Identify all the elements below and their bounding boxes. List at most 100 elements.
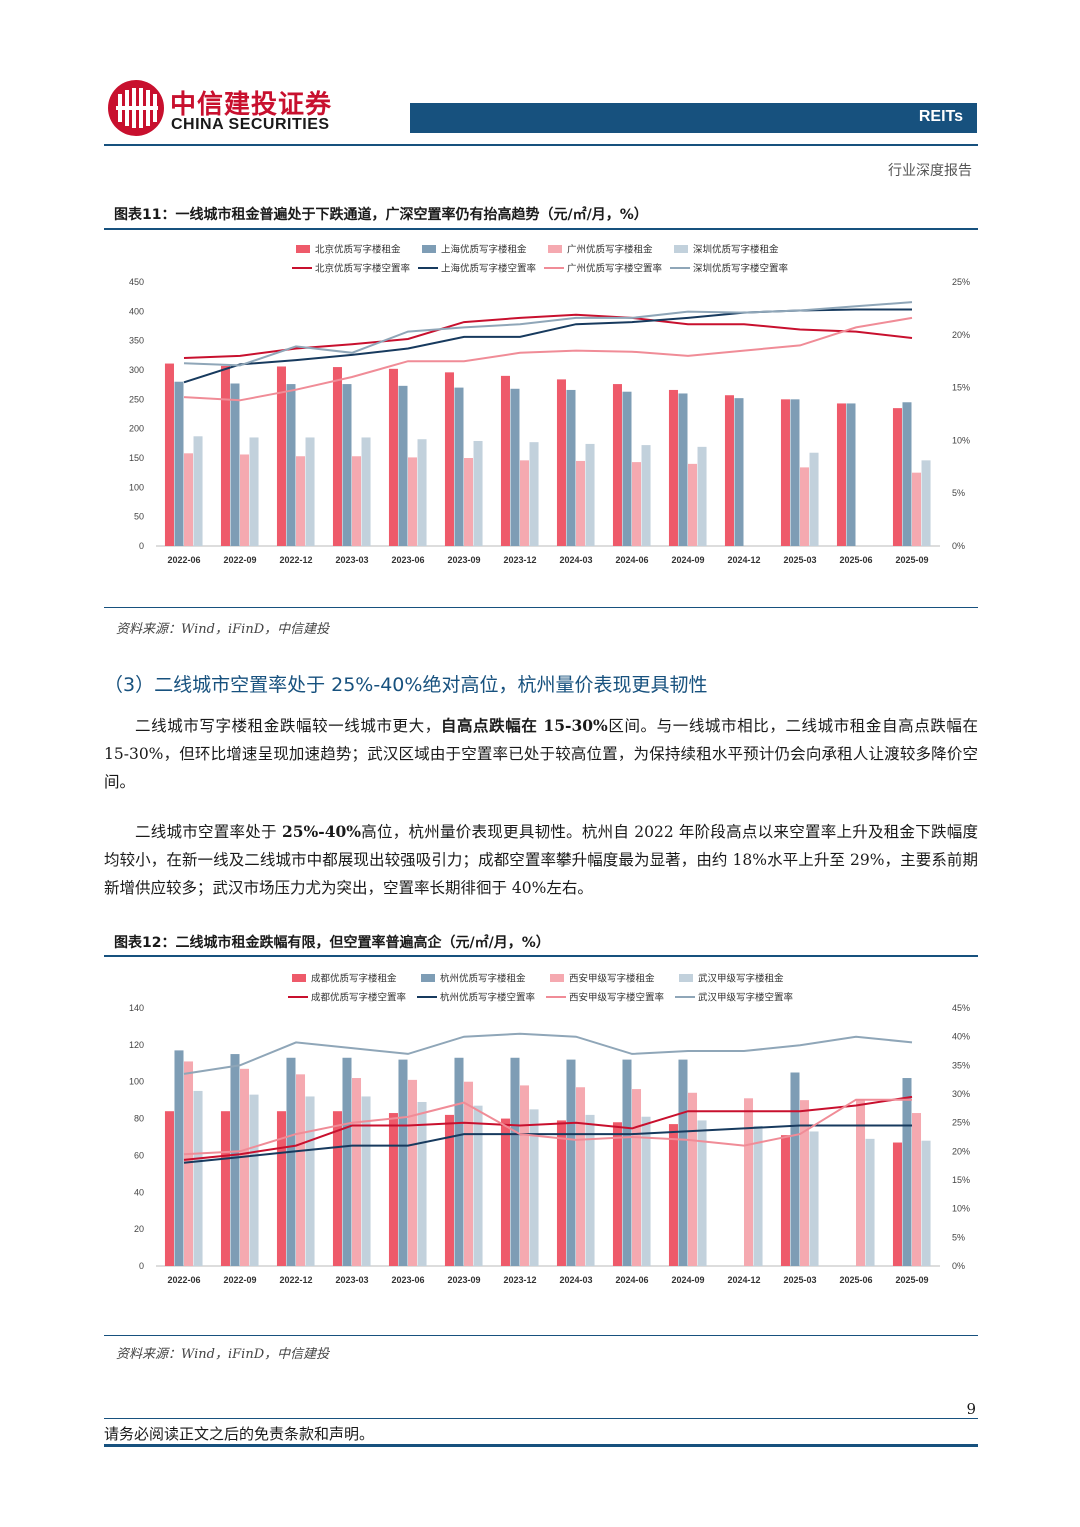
legend-label: 成都优质写字楼租金 — [311, 973, 397, 985]
company-logo-icon — [108, 80, 164, 136]
y-tick-label: 20 — [134, 1224, 144, 1234]
y-tick-label: 450 — [129, 277, 144, 287]
bar — [520, 460, 530, 546]
x-tick-label: 2024-06 — [615, 555, 648, 565]
bar — [846, 403, 856, 546]
bar — [174, 1050, 184, 1266]
bar — [444, 372, 454, 546]
bar — [790, 1072, 800, 1266]
y-tick-label: 100 — [129, 1077, 144, 1087]
y2-tick-label: 25% — [952, 277, 970, 287]
paragraph-1: 二线城市写字楼租金跌幅较一线城市更大，自高点跌幅在 15-30%区间。与一线城市… — [104, 712, 978, 796]
bar — [164, 1111, 174, 1266]
figure12-title: 图表12：二线城市租金跌幅有限，但空置率普遍高企（元/㎡/月，%） — [114, 935, 550, 951]
bar — [688, 463, 698, 546]
bar — [668, 1124, 678, 1266]
bar — [612, 384, 622, 546]
bar — [576, 1087, 586, 1266]
bar — [641, 1116, 651, 1266]
bar — [230, 383, 240, 546]
y-tick-label: 350 — [129, 336, 144, 346]
legend-label: 西安甲级写字楼租金 — [569, 973, 655, 985]
y-tick-label: 300 — [129, 365, 144, 375]
bar — [780, 1135, 790, 1266]
bar — [332, 1111, 342, 1266]
bar — [464, 1081, 474, 1266]
series-line — [183, 301, 913, 367]
bar — [585, 1114, 595, 1266]
footer-top-rule — [104, 1418, 978, 1419]
legend-label: 深圳优质写字楼空置率 — [693, 263, 789, 275]
bar — [902, 1078, 912, 1266]
x-tick-label: 2022-06 — [167, 555, 200, 565]
y2-tick-label: 5% — [952, 1232, 965, 1242]
legend-swatch — [550, 974, 564, 982]
legend-label: 杭州优质写字楼租金 — [440, 973, 526, 985]
bar — [529, 442, 539, 546]
bar — [753, 1125, 763, 1266]
bar — [678, 1059, 688, 1266]
y2-tick-label: 10% — [952, 435, 970, 445]
y2-tick-label: 25% — [952, 1118, 970, 1128]
bar — [529, 1109, 539, 1266]
bar — [520, 1085, 530, 1266]
bar — [249, 437, 259, 546]
series-line — [183, 1095, 913, 1161]
y2-tick-label: 30% — [952, 1089, 970, 1099]
bar — [230, 1054, 240, 1266]
bar — [388, 1113, 398, 1266]
y-tick-label: 40 — [134, 1187, 144, 1197]
bar — [417, 1101, 427, 1266]
para2-text: 二线城市空置率处于 — [135, 823, 282, 841]
bar — [240, 1068, 250, 1266]
bar — [724, 395, 734, 546]
x-tick-label: 2024-12 — [727, 555, 760, 565]
figure12-source: 资料来源：Wind，iFinD，中信建投 — [116, 1347, 330, 1362]
bar — [184, 453, 194, 546]
bar — [809, 452, 819, 546]
figure12-top-rule — [104, 955, 978, 957]
bar — [622, 391, 632, 546]
x-tick-label: 2022-09 — [223, 555, 256, 565]
y-tick-label: 200 — [129, 424, 144, 434]
bar — [800, 1100, 810, 1266]
bar — [296, 1074, 306, 1266]
figure11-source: 资料来源：Wind，iFinD，中信建投 — [116, 622, 330, 637]
series-line — [183, 1098, 912, 1156]
legend-label: 武汉甲级写字楼租金 — [698, 973, 784, 985]
x-tick-label: 2023-03 — [335, 555, 368, 565]
bar — [902, 402, 912, 546]
y-tick-label: 150 — [129, 453, 144, 463]
x-tick-label: 2025-03 — [783, 1275, 816, 1285]
bar — [332, 367, 342, 546]
bar — [556, 1120, 566, 1266]
bar — [612, 1122, 622, 1266]
bar — [342, 1057, 352, 1266]
y-tick-label: 80 — [134, 1114, 144, 1124]
x-tick-label: 2024-03 — [559, 555, 592, 565]
bar — [892, 408, 902, 546]
bar — [912, 472, 922, 546]
bar — [276, 366, 286, 546]
legend-swatch — [296, 245, 310, 253]
bar — [622, 1059, 632, 1266]
bar — [500, 375, 510, 546]
bar — [836, 403, 846, 546]
series-line — [183, 1124, 912, 1164]
x-tick-label: 2025-09 — [895, 1275, 928, 1285]
y-tick-label: 120 — [129, 1040, 144, 1050]
x-tick-label: 2023-03 — [335, 1275, 368, 1285]
bar — [361, 437, 371, 546]
legend-label: 北京优质写字楼空置率 — [315, 263, 411, 275]
bar — [865, 1138, 875, 1266]
bar — [408, 457, 418, 546]
y2-tick-label: 15% — [952, 1175, 970, 1185]
bar — [697, 1120, 707, 1266]
legend-swatch — [674, 245, 688, 253]
bar — [856, 1100, 866, 1266]
bar — [276, 1111, 286, 1266]
bar — [912, 1113, 922, 1266]
bar — [184, 1061, 194, 1266]
report-type: 行业深度报告 — [888, 163, 972, 179]
bar — [688, 1092, 698, 1266]
